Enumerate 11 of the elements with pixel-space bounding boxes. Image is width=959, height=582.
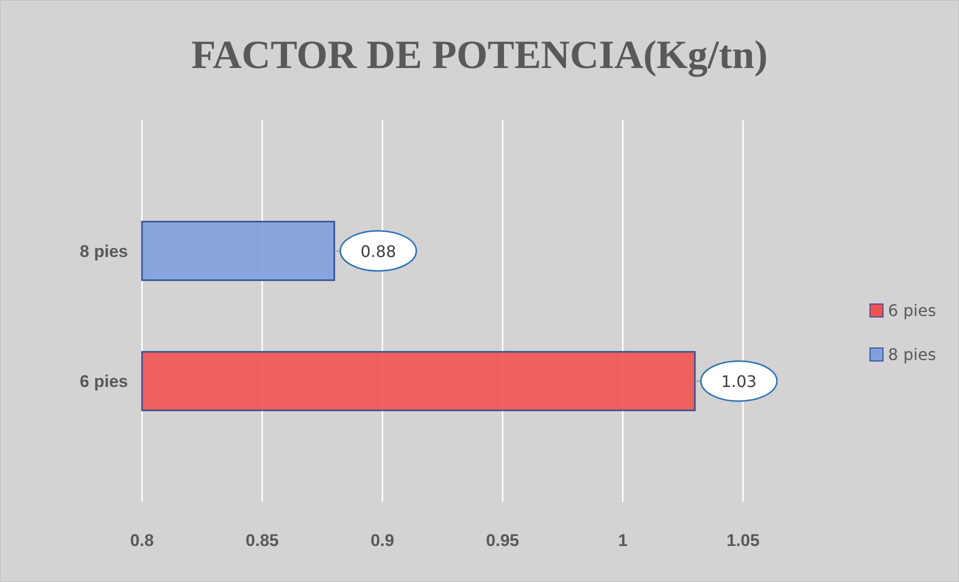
legend-label: 8 pies bbox=[888, 345, 936, 364]
x-tick-label: 0.9 bbox=[370, 531, 394, 550]
data-label: 0.88 bbox=[360, 242, 396, 261]
data-label: 1.03 bbox=[721, 372, 757, 392]
x-tick-label: 1 bbox=[618, 531, 628, 550]
legend-label: 6 pies bbox=[888, 301, 936, 320]
x-tick-label: 0.8 bbox=[130, 531, 154, 550]
x-tick-label: 0.85 bbox=[246, 531, 279, 550]
x-tick-label: 1.05 bbox=[726, 531, 760, 550]
x-tick-label: 0.95 bbox=[486, 531, 520, 550]
chart-title: FACTOR DE POTENCIA(Kg/tn) bbox=[191, 32, 768, 77]
